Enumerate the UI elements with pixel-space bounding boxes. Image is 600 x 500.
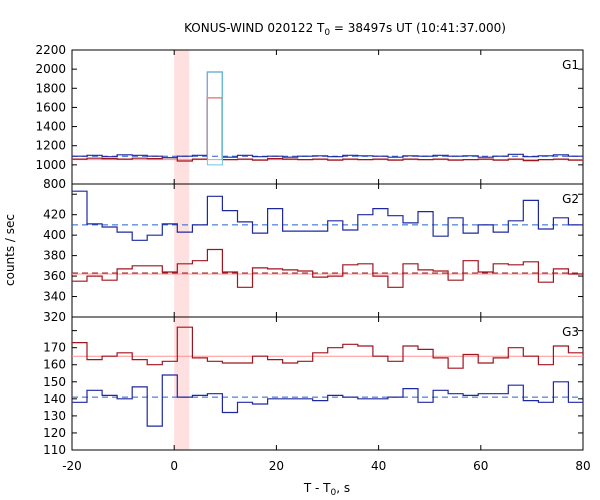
count-rate-step-series bbox=[72, 374, 583, 427]
x-tick-label: 40 bbox=[371, 459, 386, 473]
y-tick-label: 170 bbox=[43, 341, 66, 355]
y-tick-label: 110 bbox=[43, 443, 66, 457]
panel-g1: 800 1000 1200 1400 1600 1800 2000 2200 G1 bbox=[35, 43, 584, 191]
panel-g3: 110 120 130 140 150 160 170 G3 bbox=[43, 316, 584, 457]
y-tick-label: 360 bbox=[43, 269, 66, 283]
y-tick-label: 1000 bbox=[35, 158, 66, 172]
y-tick-label: 1600 bbox=[35, 100, 66, 114]
spike-bin-outline bbox=[206, 71, 223, 166]
panel-label: G1 bbox=[562, 58, 579, 72]
y-tick-label: 1400 bbox=[35, 120, 66, 134]
panel-frame bbox=[71, 316, 584, 451]
y-tick-label: 1200 bbox=[35, 139, 66, 153]
count-rate-step-series bbox=[72, 97, 583, 162]
y-tick-label: 320 bbox=[43, 310, 66, 324]
y-tick-label: 120 bbox=[43, 426, 66, 440]
y-tick-label: 340 bbox=[43, 290, 66, 304]
panel-frame bbox=[71, 49, 584, 185]
y-axis-title: counts / sec bbox=[3, 214, 17, 286]
x-tick-label: -20 bbox=[62, 459, 82, 473]
count-rate-step-series bbox=[72, 248, 583, 288]
panel-label: G3 bbox=[562, 325, 579, 339]
y-tick-label: 380 bbox=[43, 249, 66, 263]
trigger-highlight-band bbox=[174, 317, 190, 450]
panel-frame bbox=[71, 183, 584, 318]
x-axis-title: T - T0, s bbox=[303, 481, 350, 498]
x-tick-label: 0 bbox=[170, 459, 178, 473]
count-rate-step-series bbox=[72, 326, 583, 369]
count-rate-step-series bbox=[72, 71, 583, 159]
y-tick-label: 2000 bbox=[35, 62, 66, 76]
y-tick-label: 2200 bbox=[35, 43, 66, 57]
y-tick-label: 1800 bbox=[35, 81, 66, 95]
y-tick-label: 400 bbox=[43, 228, 66, 242]
y-tick-label: 140 bbox=[43, 392, 66, 406]
chart-title: KONUS-WIND 020122 T0 = 38497s UT (10:41:… bbox=[184, 21, 506, 38]
x-tick-label: 20 bbox=[269, 459, 284, 473]
y-tick-label: 800 bbox=[43, 177, 66, 191]
y-tick-label: 150 bbox=[43, 375, 66, 389]
trigger-highlight-band bbox=[174, 184, 190, 317]
x-tick-label: 80 bbox=[575, 459, 590, 473]
x-tick-label: 60 bbox=[473, 459, 488, 473]
panel-g2: 320 340 360 380 400 420 G2 bbox=[43, 183, 584, 324]
y-tick-label: 160 bbox=[43, 358, 66, 372]
y-tick-label: 420 bbox=[43, 208, 66, 222]
y-tick-label: 130 bbox=[43, 409, 66, 423]
panel-label: G2 bbox=[562, 192, 579, 206]
trigger-highlight-band bbox=[174, 50, 190, 184]
count-rate-step-series bbox=[72, 190, 583, 241]
